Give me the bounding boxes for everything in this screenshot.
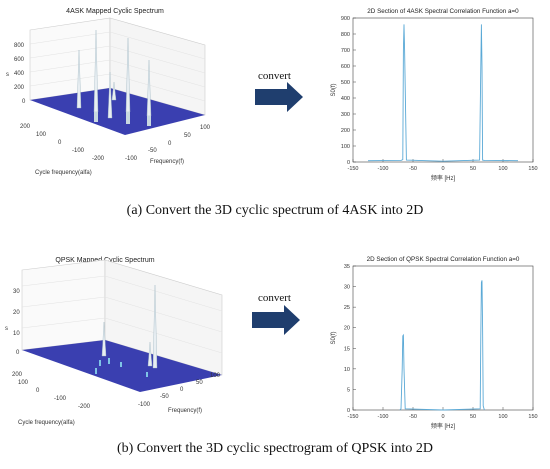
plot3d-a-ytick: 200	[20, 124, 31, 130]
y-axis-label: S0(f)	[331, 83, 337, 96]
x-tick-label: 100	[498, 414, 507, 420]
y-tick-label: 0	[347, 408, 350, 414]
plot3d-b-ztick: 30	[13, 289, 20, 295]
plot3d-a-ylabel: Cycle frequency(alfa)	[35, 170, 92, 176]
x-tick-label: -150	[347, 166, 358, 172]
y-tick-label: 15	[344, 346, 350, 352]
y-tick-label: 600	[341, 64, 350, 70]
y-tick-label: 400	[341, 96, 350, 102]
plot3d-b-xlabel: Frequency(f)	[168, 408, 202, 414]
plot3d-b-spike	[152, 284, 158, 369]
x-tick-label: 100	[498, 166, 507, 172]
plot3d-a-xlabel: Frequency(f)	[150, 159, 184, 165]
x-tick-label: 0	[441, 166, 444, 172]
plot3d-a-ftick: 50	[184, 133, 191, 139]
plot3d-b-ztick: 10	[13, 331, 20, 337]
x-axis-label: 频率 [Hz]	[431, 174, 456, 182]
plot3d-a-ytick: 0	[58, 140, 62, 146]
x-tick-label: -100	[377, 414, 388, 420]
y-tick-label: 10	[344, 367, 350, 373]
y-tick-label: 20	[344, 326, 350, 332]
plot3d-a-ftick: -50	[148, 148, 157, 154]
y-tick-label: 100	[341, 144, 350, 150]
plot3d-b-ftick: 50	[196, 380, 203, 386]
y-tick-label: 500	[341, 80, 350, 86]
y-tick-label: 900	[341, 16, 350, 22]
plot3d-a-ftick: 100	[200, 125, 211, 131]
x-tick-label: -50	[409, 166, 417, 172]
plot3d-a-ftick: 0	[168, 141, 172, 147]
y-tick-label: 800	[341, 32, 350, 38]
y-tick-label: 0	[347, 160, 350, 166]
chart-a: 2D Section of 4ASK Spectral Correlation …	[331, 8, 538, 182]
y-tick-label: 700	[341, 48, 350, 54]
chart-b: 2D Section of QPSK Spectral Correlation …	[331, 256, 538, 430]
plot3d-b-ztick: 20	[13, 310, 20, 316]
y-tick-label: 300	[341, 112, 350, 118]
plot3d-b-ytick: 200	[12, 372, 23, 378]
caption-b: (b) Convert the 3D cyclic spectrogram of…	[116, 441, 434, 456]
plot-area	[352, 17, 534, 163]
plot3d-b-spike	[101, 321, 107, 357]
y-tick-label: 200	[341, 128, 350, 134]
plot3d-a-ztick: 0	[22, 99, 26, 105]
plot3d-a-surface	[30, 88, 205, 135]
y-tick-label: 25	[344, 305, 350, 311]
plot3d-a-spike	[111, 81, 117, 101]
x-tick-label: 50	[470, 414, 476, 420]
y-tick-label: 30	[344, 285, 350, 291]
y-axis-label: S0(f)	[331, 331, 337, 344]
y-tick-label: 35	[344, 264, 350, 270]
y-tick-label: 5	[347, 387, 350, 393]
plot3d-b-zlabel: s	[5, 326, 8, 332]
plot3d-b-spike	[147, 341, 153, 367]
plot3d-b-ytick: 100	[18, 380, 29, 386]
plot3d-a-ftick: -100	[125, 156, 138, 162]
x-axis-label: 频率 [Hz]	[431, 422, 456, 430]
plot3d-a-spike	[107, 71, 113, 119]
plot3d-a-ytick: 100	[36, 132, 47, 138]
x-tick-label: -150	[347, 414, 358, 420]
plot3d-a-spike	[76, 49, 82, 109]
x-tick-label: 150	[528, 414, 537, 420]
plot3d-a-ztick: 200	[14, 85, 25, 91]
plot3d-b-ytick: -200	[78, 404, 91, 410]
arrow-b-icon	[252, 305, 300, 335]
plot3d-b-ytick: 0	[36, 388, 40, 394]
plot3d-b-ftick: 0	[180, 387, 184, 393]
x-tick-label: -100	[377, 166, 388, 172]
plot3d-a-ytick: -200	[92, 156, 105, 162]
plot3d-a: 800 600 400 200 0 s 200 100 0 -100 -200 …	[6, 17, 211, 176]
plot3d-b: 30 20 10 0 s 200 100 0 -100 -200 -100 -5…	[5, 259, 223, 426]
plot3d-a-ytick: -100	[72, 148, 85, 154]
arrow-a-label: convert	[258, 70, 291, 82]
plot3d-a-ztick: 600	[14, 57, 25, 63]
plot3d-a-title: 4ASK Mapped Cyclic Spectrum	[66, 8, 164, 15]
plot3d-a-zlabel: s	[6, 72, 9, 78]
x-tick-label: 50	[470, 166, 476, 172]
plot3d-b-ztick: 0	[16, 350, 20, 356]
arrow-b-label: convert	[258, 292, 291, 304]
plot3d-b-ftick: -100	[138, 402, 151, 408]
plot3d-b-ftick: 100	[210, 373, 221, 379]
arrow-a-icon	[255, 82, 303, 112]
chart-title: 2D Section of QPSK Spectral Correlation …	[367, 256, 520, 263]
plot3d-b-ytick: -100	[54, 396, 67, 402]
x-tick-label: 150	[528, 166, 537, 172]
plot3d-a-ztick: 800	[14, 43, 25, 49]
plot3d-b-ftick: -50	[160, 394, 169, 400]
chart-title: 2D Section of 4ASK Spectral Correlation …	[367, 8, 519, 15]
x-tick-label: -50	[409, 414, 417, 420]
caption-a: (a) Convert the 3D cyclic spectrum of 4A…	[126, 203, 424, 218]
plot3d-a-ztick: 400	[14, 71, 25, 77]
plot3d-b-ylabel: Cycle frequency(alfa)	[18, 420, 75, 426]
x-tick-label: 0	[441, 414, 444, 420]
plot-area	[352, 265, 534, 411]
